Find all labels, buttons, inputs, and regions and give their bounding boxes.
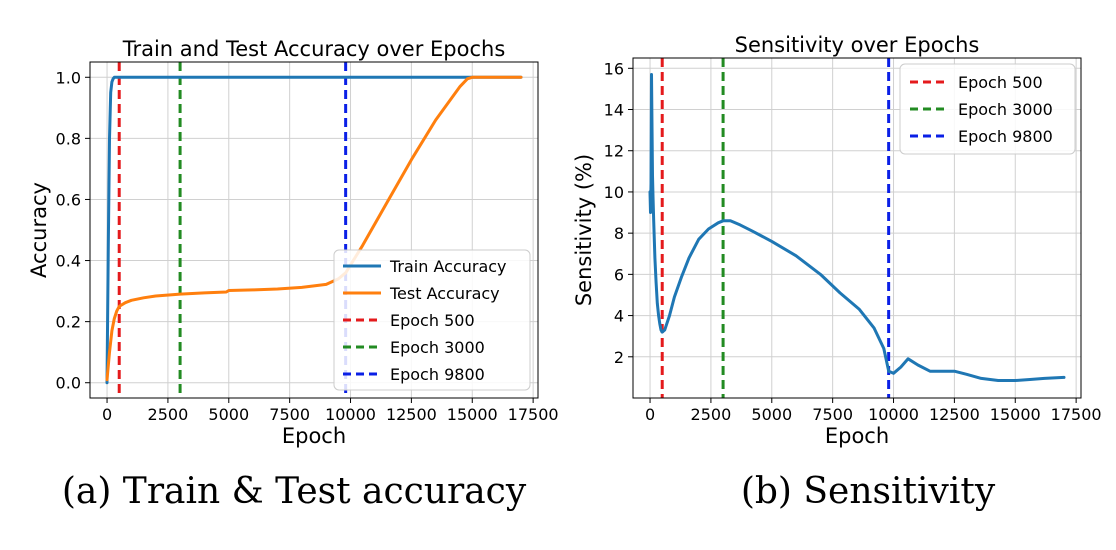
x-tick-label: 10000: [868, 405, 919, 424]
y-tick-label: 0.4: [56, 252, 81, 271]
legend-label-epoch500: Epoch 500: [958, 73, 1043, 92]
accuracy-chart: Train and Test Accuracy over Epochs 0 250…: [27, 37, 559, 512]
y-tick-label: 16: [604, 59, 624, 78]
series-lines: [648, 73, 1066, 382]
legend: Train Accuracy Test Accuracy Epoch 500 E…: [333, 249, 531, 391]
x-tick-label: 12500: [929, 405, 980, 424]
y-tick-label: 0.6: [56, 190, 81, 209]
y-ticks: 0.0 0.2 0.4 0.6 0.8 1.0: [56, 68, 90, 393]
y-tick-label: 0.0: [56, 374, 81, 393]
legend-label-epoch9800: Epoch 9800: [958, 127, 1053, 146]
series-line-train-accuracy: [105, 75, 523, 385]
legend-box: [899, 63, 1076, 155]
x-tick-label: 17500: [508, 405, 559, 424]
y-axis-label: Accuracy: [27, 182, 51, 278]
plot-frame: [89, 61, 539, 399]
legend-label-epoch9800: Epoch 9800: [390, 365, 485, 384]
x-axis-label: Epoch: [282, 424, 346, 448]
y-tick-label: 10: [604, 183, 624, 202]
y-tick-label: 2: [614, 348, 624, 367]
chart-title: Train and Test Accuracy over Epochs: [122, 37, 506, 61]
x-tick-label: 0: [102, 405, 112, 424]
legend-label-train: Train Accuracy: [389, 257, 507, 276]
series-line-sensitivity: [648, 73, 1066, 382]
sensitivity-chart: Sensitivity over Epochs 0 2500 5000 7500 100…: [572, 33, 1102, 512]
x-tick-label: 10000: [325, 405, 376, 424]
x-axis-label: Epoch: [825, 424, 889, 448]
epoch-markers: [117, 62, 348, 398]
x-ticks: 0 2500 5000 7500 10000 12500 15000 17500: [645, 398, 1102, 424]
y-axis-label: Sensitivity (%): [572, 154, 596, 306]
y-tick-label: 6: [614, 265, 624, 284]
x-tick-label: 7500: [269, 405, 310, 424]
legend: Epoch 500 Epoch 3000 Epoch 9800: [899, 63, 1076, 155]
plot-frame: [632, 57, 1082, 399]
y-tick-label: 1.0: [56, 68, 81, 87]
legend-label-test: Test Accuracy: [389, 284, 500, 303]
chart-title: Sensitivity over Epochs: [735, 33, 980, 57]
caption: (a) Train & Test accuracy: [62, 471, 527, 512]
y-ticks: 2 4 6 8 10 12 14 16: [604, 59, 633, 367]
legend-label-epoch500: Epoch 500: [390, 311, 475, 330]
y-tick-label: 12: [604, 142, 624, 161]
y-tick-label: 4: [614, 307, 624, 326]
epoch-markers: [660, 58, 891, 398]
series-lines: [105, 75, 523, 385]
legend-label-epoch3000: Epoch 3000: [958, 100, 1053, 119]
x-tick-label: 5000: [208, 405, 249, 424]
series-line-test-accuracy: [105, 75, 523, 382]
y-tick-label: 0.8: [56, 129, 81, 148]
y-tick-label: 8: [614, 224, 624, 243]
x-tick-label: 15000: [447, 405, 498, 424]
y-tick-label: 14: [604, 101, 624, 120]
legend-label-epoch3000: Epoch 3000: [390, 338, 485, 357]
y-tick-label: 0.2: [56, 313, 81, 332]
x-tick-label: 2500: [691, 405, 732, 424]
x-tick-label: 12500: [386, 405, 437, 424]
legend-box: [333, 249, 531, 391]
x-tick-label: 0: [645, 405, 655, 424]
caption: (b) Sensitivity: [741, 471, 996, 512]
x-tick-label: 2500: [148, 405, 189, 424]
x-tick-label: 5000: [751, 405, 792, 424]
x-tick-label: 7500: [812, 405, 853, 424]
x-tick-label: 15000: [990, 405, 1041, 424]
x-ticks: 0 2500 5000 7500 10000 12500 15000 17500: [102, 398, 559, 424]
x-tick-label: 17500: [1051, 405, 1102, 424]
